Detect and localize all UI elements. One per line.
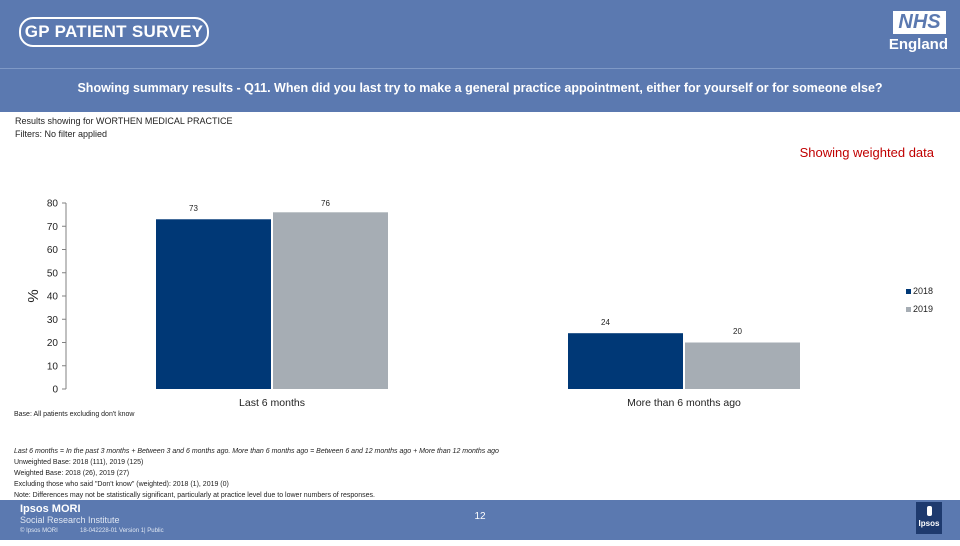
results-for-label: Results showing for WORTHEN MEDICAL PRAC…	[15, 116, 233, 126]
nhs-england-label: England	[888, 36, 948, 53]
base-note: Base: All patients excluding don't know	[14, 411, 135, 418]
weighted-base-note: Weighted Base: 2018 (26), 2019 (27)	[14, 470, 130, 477]
definition-note: Last 6 months = In the past 3 months + B…	[14, 448, 499, 455]
gp-patient-survey-logo: GP PATIENT SURVEY	[19, 17, 209, 47]
y-tick-label: 40	[47, 292, 59, 303]
weighted-data-label: Showing weighted data	[799, 145, 934, 160]
ipsos-logo-mark	[927, 506, 932, 516]
x-category-label: Last 6 months	[239, 397, 305, 409]
job-number-label: 18-042228-01 Version 1| Public	[80, 528, 164, 534]
significance-note: Note: Differences may not be statistical…	[14, 492, 375, 499]
legend-label-2018: 2018	[913, 286, 933, 296]
filters-label: Filters: No filter applied	[15, 129, 108, 139]
y-tick-label: 60	[47, 245, 59, 256]
question-bar	[0, 68, 960, 111]
bar-chart: 0 10 20 30 40 50 60 70 80% 73 76 Last 6 months 24 20 M…	[25, 199, 933, 410]
bar-2018	[156, 219, 271, 389]
ipsos-mori-label: Ipsos MORI	[20, 503, 81, 515]
y-tick-label: 30	[47, 315, 59, 326]
data-label-2019: 76	[321, 199, 330, 208]
bar-2019	[685, 342, 800, 389]
bar-2019	[273, 212, 388, 389]
y-tick-label: 0	[52, 385, 58, 396]
data-label-2018: 73	[189, 204, 198, 213]
unweighted-base-note: Unweighted Base: 2018 (111), 2019 (125)	[14, 459, 144, 466]
data-label-2019: 20	[733, 327, 742, 336]
y-tick-label: 70	[47, 222, 59, 233]
institute-label: Social Research Institute	[20, 515, 120, 525]
footer-bar	[0, 500, 960, 540]
x-category-label: More than 6 months ago	[627, 397, 741, 409]
y-tick-label: 80	[47, 199, 59, 210]
data-label-2018: 24	[601, 318, 610, 327]
legend-swatch-2019	[906, 307, 911, 312]
question-title: Showing summary results - Q11. When did …	[77, 81, 883, 95]
legend-label-2019: 2019	[913, 304, 933, 314]
excluding-note: Excluding those who said "Don't know" (w…	[14, 481, 229, 488]
footnotes: Last 6 months = In the past 3 months + B…	[14, 446, 499, 501]
legend-swatch-2018	[906, 289, 911, 294]
bar-2018	[568, 333, 683, 389]
y-axis-label: %	[25, 289, 42, 302]
copyright-label: © Ipsos MORI	[20, 528, 58, 534]
y-tick-label: 10	[47, 361, 59, 372]
y-tick-label: 50	[47, 268, 59, 279]
y-tick-label: 20	[47, 338, 59, 349]
page-number: 12	[474, 511, 486, 522]
nhs-logo: NHS	[893, 11, 946, 34]
